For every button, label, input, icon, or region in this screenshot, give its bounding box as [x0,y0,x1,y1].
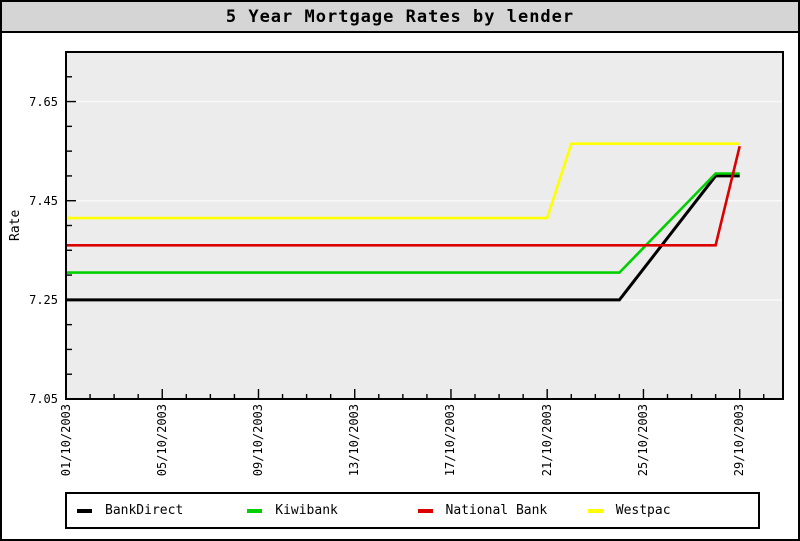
plot-border [65,51,784,400]
legend-item-kiwibank: Kiwibank [247,503,417,518]
series-line-westpac [66,142,740,220]
title-bar: 5 Year Mortgage Rates by lender [2,2,798,33]
legend-swatch-kiwibank [247,508,263,513]
series-line-national-bank [66,145,741,247]
y-tick-label: 7.65 [29,94,58,109]
x-tick-label: 21/10/2003 [539,404,554,477]
legend-swatch-bankdirect [77,508,92,513]
y-tick-label: 7.45 [29,193,58,208]
x-tick-label: 25/10/2003 [635,404,650,477]
x-tick-label: 17/10/2003 [443,404,458,477]
x-tick-label: 13/10/2003 [347,404,362,477]
legend-label: Westpac [615,503,671,518]
x-tick-label: 29/10/2003 [732,404,747,477]
legend-label: Kiwibank [275,503,338,518]
legend: BankDirect Kiwibank National Bank Westpac [65,492,760,529]
x-tick-label: 05/10/2003 [154,404,169,477]
chart-title: 5 Year Mortgage Rates by lender [225,6,575,27]
y-axis-title: Rate [8,209,23,241]
y-tick-label: 7.05 [29,392,58,406]
series-line-kiwibank [66,172,740,274]
legend-item-westpac: Westpac [587,503,758,518]
legend-item-national-bank: National Bank [417,503,588,518]
y-tick-label: 7.25 [29,292,58,307]
series-line-bankdirect [66,174,740,302]
legend-swatch-national-bank [417,508,433,513]
x-tick-label: 09/10/2003 [250,404,265,477]
x-tick-label: 01/10/2003 [58,404,73,477]
legend-label: National Bank [445,503,548,518]
legend-label: BankDirect [105,503,184,518]
legend-swatch-westpac [587,508,603,513]
legend-item-bankdirect: BankDirect [77,503,247,518]
